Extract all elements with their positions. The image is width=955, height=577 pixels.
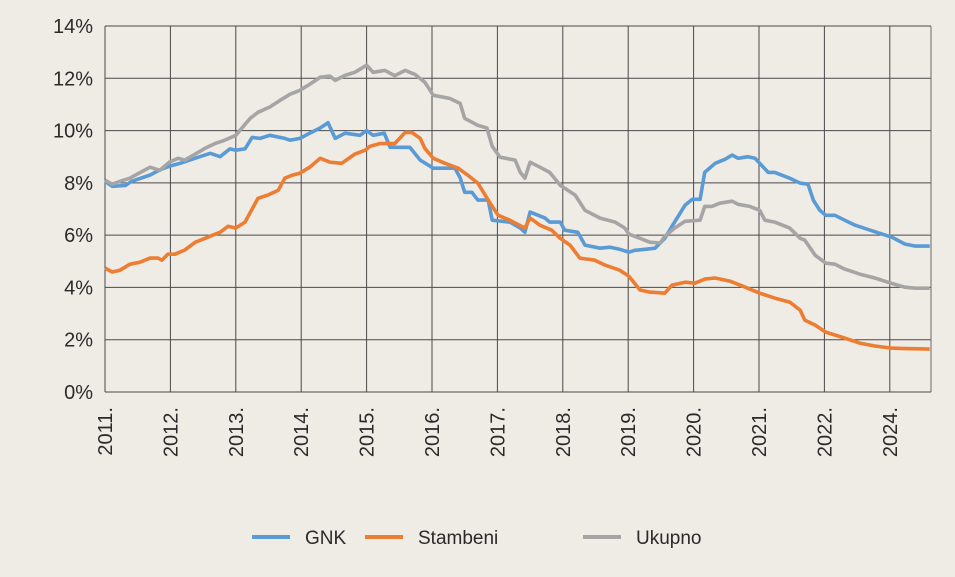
x-tick-label: 2020. [684, 407, 706, 457]
series-lines [103, 63, 930, 351]
y-tick-label: 8% [64, 173, 93, 195]
legend-label: GNK [305, 528, 347, 549]
x-tick-label: 2015. [357, 407, 379, 457]
legend-label: Stambeni [418, 528, 498, 549]
legend-item-stambeni: Stambeni [365, 528, 498, 549]
y-tick-label: 14% [53, 16, 93, 38]
y-tick-label: 6% [64, 225, 93, 247]
y-tick-label: 4% [64, 277, 93, 299]
x-tick-label: 2012. [160, 407, 182, 457]
y-tick-label: 10% [53, 121, 93, 143]
x-tick-label: 2018. [553, 407, 575, 457]
x-tick-label: 2022. [814, 407, 836, 457]
x-tick-label: 2013. [226, 407, 248, 457]
legend-item-ukupno: Ukupno [583, 528, 702, 549]
x-tick-label: 2021. [749, 407, 771, 457]
legend-item-gnk: GNK [252, 528, 347, 549]
y-tick-label: 2% [64, 330, 93, 352]
x-tick-label: 2016. [422, 407, 444, 457]
series-line-stambeni [104, 130, 930, 351]
legend: GNK Stambeni Ukupno [252, 528, 702, 549]
legend-label: Ukupno [636, 528, 702, 549]
y-tick-label: 0% [64, 382, 93, 404]
x-tick-label: 2024. [880, 407, 902, 457]
x-tick-label: 2017. [487, 407, 509, 457]
x-tick-label: 2011. [95, 407, 117, 456]
series-line-gnk [103, 120, 930, 254]
x-tick-label: 2019. [618, 407, 640, 457]
y-axis: 0% 2% 4% 6% 8% 10% 12% 14% [53, 16, 93, 404]
series-line-ukupno [104, 63, 930, 290]
y-tick-label: 12% [53, 68, 93, 90]
x-axis: 2011. 2012. 2013. 2014. 2015. 2016. 2017. 2018.… [95, 407, 902, 457]
x-tick-label: 2014. [291, 407, 313, 457]
grid [104, 25, 932, 393]
